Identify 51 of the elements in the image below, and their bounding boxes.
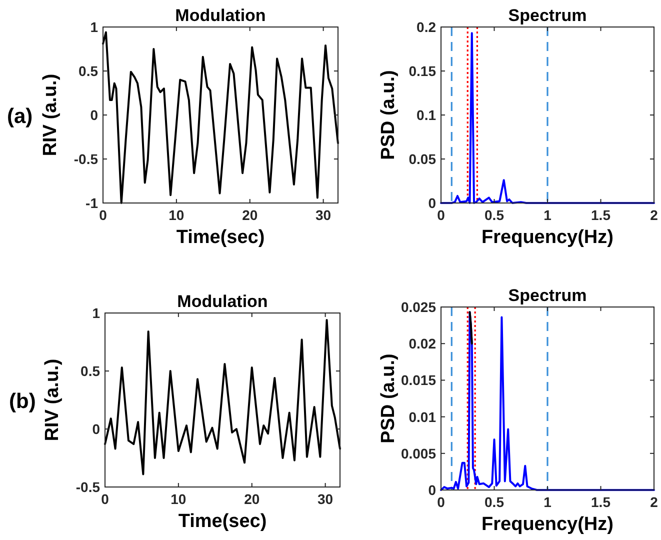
line-series — [104, 318, 341, 476]
y-tick-label: 0.05 — [408, 151, 436, 167]
y-axis-title: PSD (a.u.) — [378, 354, 399, 444]
chart-title: Modulation — [175, 6, 266, 25]
line-series — [440, 311, 655, 491]
y-tick-label: 0 — [92, 421, 100, 437]
x-axis-title: Time(sec) — [178, 511, 267, 532]
x-axis-title: Frequency(Hz) — [482, 227, 614, 248]
y-tick-label: 0.2 — [416, 19, 436, 35]
y-tick-label: 0.1 — [416, 107, 436, 123]
y-tick-label: -0.5 — [74, 151, 98, 167]
x-tick-label: 2 — [650, 207, 658, 223]
y-tick-label: 0.005 — [400, 445, 436, 462]
x-tick-label: 30 — [318, 491, 334, 507]
y-axis-title: PSD (a.u.) — [378, 70, 399, 160]
y-tick-label: 0.025 — [400, 299, 436, 315]
y-tick-label: 0.01 — [408, 408, 436, 425]
y-tick-label: 1 — [90, 19, 98, 35]
text: (a) — [7, 105, 33, 128]
y-tick-label: 1 — [92, 305, 100, 321]
y-tick-label: 0.5 — [78, 63, 98, 79]
y-tick-label: 0.5 — [80, 363, 100, 379]
line-series — [440, 32, 655, 204]
x-tick-label: 1.5 — [591, 494, 611, 510]
x-tick-label: 1 — [544, 494, 552, 510]
x-tick-label: 0.5 — [484, 494, 504, 510]
y-tick-label: 0 — [428, 195, 436, 211]
y-axis-title: RIV (a.u.) — [40, 74, 61, 156]
y-tick-label: -1 — [86, 195, 98, 211]
chart-title: Modulation — [177, 292, 268, 311]
x-tick-label: 20 — [242, 207, 258, 223]
y-tick-label: 0.15 — [408, 63, 436, 79]
y-axis-title: RIV (a.u.) — [42, 358, 63, 442]
x-tick-label: 0.5 — [484, 207, 504, 223]
line-series — [102, 31, 339, 204]
x-tick-label: 10 — [170, 491, 186, 507]
x-axis-title: Frequency(Hz) — [482, 514, 614, 535]
x-tick-label: 10 — [168, 207, 184, 223]
chart-title: Spectrum — [508, 286, 587, 305]
chart-title: Spectrum — [508, 6, 587, 25]
x-tick-label: 1.5 — [591, 207, 611, 223]
y-tick-label: -0.5 — [76, 479, 100, 495]
x-tick-label: 30 — [316, 207, 332, 223]
y-tick-label: 0.02 — [408, 336, 436, 352]
x-axis-title: Time(sec) — [176, 227, 265, 248]
x-tick-label: 1 — [544, 207, 552, 223]
text: (b) — [9, 390, 36, 413]
x-tick-label: 20 — [244, 491, 260, 507]
x-tick-label: 2 — [650, 494, 658, 510]
y-tick-label: 0 — [90, 107, 98, 123]
y-tick-label: 0.015 — [400, 372, 436, 388]
